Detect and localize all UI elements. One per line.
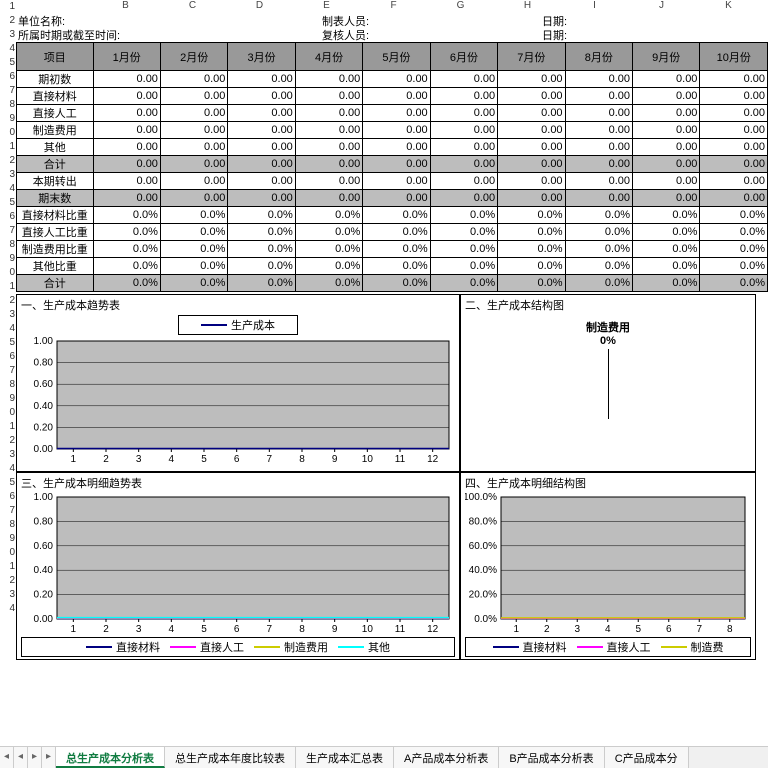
svg-text:8: 8 (299, 624, 305, 635)
info-row-1: 单位名称: 制表人员: 日期: (16, 14, 768, 28)
sheet-tab[interactable]: 生产成本汇总表 (296, 747, 394, 768)
svg-text:5: 5 (201, 624, 207, 635)
sheet-tab[interactable]: 总生产成本年度比较表 (165, 747, 296, 768)
svg-text:6: 6 (666, 624, 672, 635)
svg-text:7: 7 (696, 624, 702, 635)
svg-text:1: 1 (71, 624, 77, 635)
svg-text:10: 10 (362, 624, 374, 635)
svg-text:6: 6 (234, 454, 240, 465)
column-headers: BCDEFGHIJK (16, 0, 768, 14)
svg-text:12: 12 (427, 624, 439, 635)
svg-text:0.0%: 0.0% (474, 614, 497, 625)
svg-text:3: 3 (136, 454, 142, 465)
sheet-tab[interactable]: C产品成本分 (605, 747, 689, 768)
reviewer-label: 复核人员: (320, 27, 540, 43)
svg-text:1.00: 1.00 (34, 493, 54, 503)
tab-nav-next[interactable]: ▸ (28, 747, 42, 768)
svg-text:1.00: 1.00 (34, 337, 54, 347)
info-row-2: 所属时期或截至时间: 复核人员: 日期: (16, 28, 768, 42)
svg-text:12: 12 (427, 454, 439, 465)
svg-text:0.80: 0.80 (34, 516, 54, 527)
sheet-tab[interactable]: A产品成本分析表 (394, 747, 499, 768)
svg-text:3: 3 (136, 624, 142, 635)
svg-text:2: 2 (544, 624, 550, 635)
date-label-2: 日期: (540, 27, 567, 43)
svg-text:20.0%: 20.0% (469, 590, 497, 601)
period-label: 所属时期或截至时间: (16, 27, 320, 43)
svg-text:4: 4 (169, 624, 175, 635)
svg-text:2: 2 (103, 454, 109, 465)
svg-text:0.20: 0.20 (34, 590, 54, 601)
svg-text:7: 7 (267, 454, 273, 465)
svg-text:0.60: 0.60 (34, 541, 54, 552)
cost-table[interactable]: 项目1月份2月份3月份4月份5月份6月份7月份8月份9月份10月份期初数0.00… (16, 42, 768, 292)
svg-text:9: 9 (332, 624, 338, 635)
svg-text:0.00: 0.00 (34, 444, 54, 455)
sheet-tabs[interactable]: ◂ ◂ ▸ ▸ 总生产成本分析表总生产成本年度比较表生产成本汇总表A产品成本分析… (0, 746, 768, 768)
svg-text:7: 7 (267, 624, 273, 635)
tab-nav-last[interactable]: ▸ (42, 747, 56, 768)
svg-text:5: 5 (201, 454, 207, 465)
svg-text:40.0%: 40.0% (469, 565, 497, 576)
svg-text:4: 4 (169, 454, 175, 465)
svg-text:8: 8 (727, 624, 733, 635)
svg-text:1: 1 (71, 454, 77, 465)
svg-text:80.0%: 80.0% (469, 516, 497, 527)
row-headers: 1234567890123456789012345678901234567890… (0, 0, 16, 616)
svg-text:9: 9 (332, 454, 338, 465)
svg-text:1: 1 (513, 624, 519, 635)
svg-text:4: 4 (605, 624, 611, 635)
svg-text:5: 5 (635, 624, 641, 635)
charts-area: 一、生产成本趋势表生产成本1.000.800.600.400.200.00123… (16, 294, 768, 660)
svg-text:100.0%: 100.0% (465, 493, 497, 503)
svg-text:0.00: 0.00 (34, 614, 54, 625)
tab-nav-first[interactable]: ◂ (0, 747, 14, 768)
svg-text:10: 10 (362, 454, 374, 465)
svg-text:8: 8 (299, 454, 305, 465)
svg-text:0.60: 0.60 (34, 379, 54, 390)
svg-text:0.80: 0.80 (34, 358, 54, 369)
svg-text:11: 11 (395, 624, 406, 635)
sheet-tab[interactable]: 总生产成本分析表 (56, 747, 165, 768)
svg-text:11: 11 (395, 454, 406, 465)
svg-text:60.0%: 60.0% (469, 541, 497, 552)
sheet-tab[interactable]: B产品成本分析表 (499, 747, 604, 768)
svg-text:2: 2 (103, 624, 109, 635)
tab-nav-prev[interactable]: ◂ (14, 747, 28, 768)
svg-text:0.40: 0.40 (34, 401, 54, 412)
svg-text:0.40: 0.40 (34, 565, 54, 576)
svg-text:0.20: 0.20 (34, 422, 54, 433)
svg-text:3: 3 (574, 624, 580, 635)
svg-text:6: 6 (234, 624, 240, 635)
